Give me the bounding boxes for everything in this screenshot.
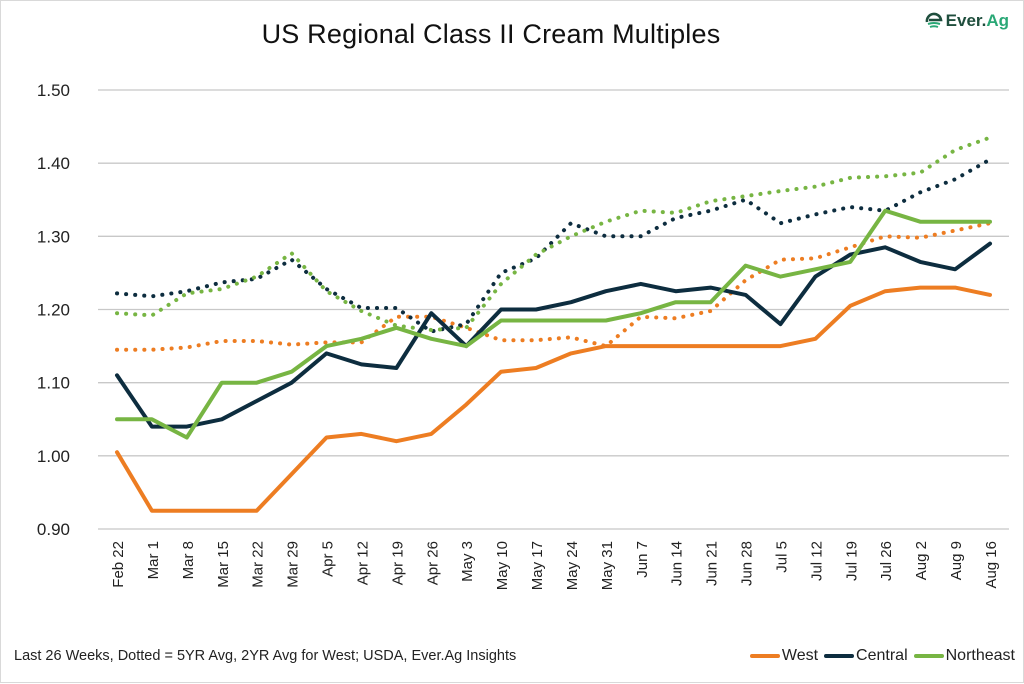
x-tick-label: May 31 — [599, 541, 616, 590]
y-tick-label: 1.30 — [37, 227, 70, 246]
y-tick-label: 0.90 — [37, 520, 70, 539]
y-tick-label: 1.00 — [37, 447, 70, 466]
x-tick-label: Jun 28 — [739, 541, 756, 586]
x-tick-label: May 10 — [494, 541, 511, 590]
x-tick-label: Jun 21 — [704, 541, 721, 586]
y-tick-label: 1.50 — [37, 81, 70, 100]
x-tick-label: Feb 22 — [110, 541, 127, 588]
x-tick-label: Aug 16 — [983, 541, 1000, 589]
legend-swatch — [750, 654, 780, 658]
legend-swatch — [824, 654, 854, 658]
x-tick-label: May 17 — [529, 541, 546, 590]
x-tick-label: Aug 2 — [913, 541, 930, 580]
x-tick-label: Apr 12 — [354, 541, 371, 585]
series-line — [117, 244, 990, 427]
x-tick-label: Jun 7 — [634, 541, 651, 578]
x-tick-label: Mar 29 — [285, 541, 302, 588]
y-tick-label: 1.20 — [37, 301, 70, 320]
x-tick-label: Jul 19 — [843, 541, 860, 581]
legend-label: Northeast — [946, 647, 1015, 665]
legend-item-northeast: Northeast — [914, 647, 1015, 665]
legend-item-central: Central — [824, 647, 908, 665]
x-tick-label: Jun 14 — [669, 541, 686, 586]
x-tick-label: Jul 12 — [808, 541, 825, 581]
series-central — [117, 244, 990, 427]
series-west-avg — [117, 223, 990, 350]
legend-label: West — [782, 647, 818, 665]
x-tick-label: Apr 19 — [389, 541, 406, 585]
x-tick-label: Mar 1 — [145, 541, 162, 579]
y-tick-label: 1.40 — [37, 154, 70, 173]
x-tick-label: Jul 5 — [773, 541, 790, 573]
x-tick-label: Mar 15 — [215, 541, 232, 588]
x-tick-label: Apr 26 — [424, 541, 441, 585]
chart-legend: West Central Northeast — [750, 647, 1015, 665]
series-line — [117, 223, 990, 350]
chart-footnote: Last 26 Weeks, Dotted = 5YR Avg, 2YR Avg… — [14, 648, 516, 664]
x-tick-label: Mar 22 — [250, 541, 267, 588]
x-tick-label: Aug 9 — [948, 541, 965, 580]
x-tick-label: Apr 5 — [320, 541, 337, 577]
y-tick-label: 1.10 — [37, 374, 70, 393]
legend-item-west: West — [750, 647, 818, 665]
legend-swatch — [914, 654, 944, 658]
x-tick-label: Mar 8 — [180, 541, 197, 579]
x-tick-label: May 24 — [564, 541, 581, 590]
legend-label: Central — [856, 647, 908, 665]
x-tick-label: May 3 — [459, 541, 476, 582]
x-tick-label: Jul 26 — [878, 541, 895, 581]
